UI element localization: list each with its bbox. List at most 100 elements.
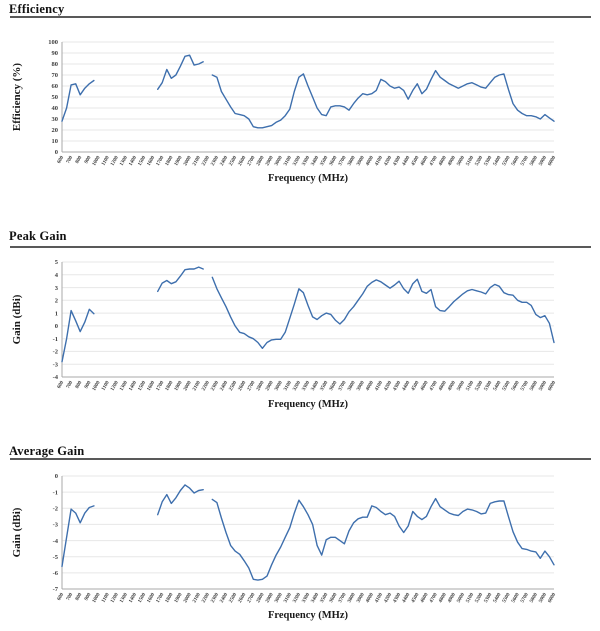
x-tick-label: 2500 [228, 380, 239, 392]
x-tick-label: 5000 [456, 592, 467, 604]
x-tick-label: 1000 [91, 380, 102, 392]
x-tick-label: 5400 [492, 380, 503, 392]
x-tick-label: 5300 [483, 155, 494, 167]
x-tick-label: 4100 [374, 380, 385, 392]
x-tick-label: 1600 [146, 592, 157, 604]
x-tick-label: 1500 [137, 592, 148, 604]
y-tick-label: 3 [55, 285, 59, 292]
x-tick-label: 800 [74, 592, 83, 602]
x-tick-label: 4700 [428, 592, 439, 604]
x-tick-label: 1200 [110, 592, 121, 604]
x-tick-label: 1500 [137, 155, 148, 167]
x-tick-label: 3200 [292, 592, 303, 604]
x-tick-label: 5300 [483, 592, 494, 604]
x-tick-label: 1400 [128, 155, 139, 167]
x-tick-label: 700 [65, 380, 74, 390]
x-tick-label: 2100 [192, 155, 203, 167]
x-tick-label: 6000 [547, 155, 558, 167]
x-axis-title: Frequency (MHz) [268, 610, 348, 621]
x-tick-label: 6000 [547, 380, 558, 392]
y-tick-label: 30 [52, 116, 59, 123]
y-tick-label: 60 [52, 83, 59, 90]
x-tick-label: 5900 [538, 155, 549, 167]
x-tick-label: 5800 [529, 380, 540, 392]
x-tick-label: 4900 [447, 592, 458, 604]
x-tick-label: 3000 [274, 155, 285, 167]
x-tick-label: 5100 [465, 155, 476, 167]
x-tick-label: 3000 [274, 592, 285, 604]
x-tick-label: 1500 [137, 380, 148, 392]
y-tick-label: -5 [53, 554, 59, 561]
y-tick-label: -1 [53, 336, 58, 343]
x-tick-label: 3200 [292, 380, 303, 392]
average-gain-chart-title: Average Gain [9, 444, 85, 458]
efficiency-line [61, 54, 555, 129]
x-tick-label: 3900 [356, 380, 367, 392]
x-tick-label: 4600 [419, 380, 430, 392]
gridlines [62, 41, 554, 153]
y-tick-label: 0 [55, 323, 58, 330]
x-tick-label: 2700 [246, 155, 257, 167]
x-tick-label: 3900 [356, 592, 367, 604]
x-tick-label: 5000 [456, 155, 467, 167]
x-tick-label: 2700 [246, 592, 257, 604]
x-tick-label: 1700 [155, 155, 166, 167]
x-tick-label: 2800 [255, 155, 266, 167]
x-tick-label: 1700 [155, 592, 166, 604]
x-tick-label: 1800 [164, 592, 175, 604]
x-tick-label: 2200 [201, 380, 212, 392]
x-tick-label: 900 [83, 592, 92, 602]
x-tick-label: 5200 [474, 380, 485, 392]
x-tick-label: 3400 [310, 592, 321, 604]
x-tick-label: 4500 [410, 155, 421, 167]
x-tick-label: 5500 [501, 380, 512, 392]
x-tick-label: 1200 [110, 380, 121, 392]
x-tick-label: 4800 [438, 380, 449, 392]
x-tick-label: 2300 [210, 380, 221, 392]
x-tick-label: 2200 [201, 592, 212, 604]
x-tick-label: 1600 [146, 380, 157, 392]
x-tick-label: 4200 [383, 592, 394, 604]
x-tick-label: 3600 [328, 155, 339, 167]
x-tick-label: 5400 [492, 592, 503, 604]
x-tick-label: 1100 [101, 592, 111, 604]
x-tick-label: 5700 [520, 592, 531, 604]
y-tick-label: 2 [55, 298, 58, 305]
x-tick-label: 4300 [392, 380, 403, 392]
x-tick-label: 4200 [383, 380, 394, 392]
x-tick-label: 1800 [164, 155, 175, 167]
x-tick-label: 3500 [319, 380, 330, 392]
x-tick-label: 1600 [146, 155, 157, 167]
y-tick-label: 50 [52, 94, 59, 101]
x-tick-label: 4500 [410, 380, 421, 392]
x-tick-label: 1000 [91, 155, 102, 167]
average-gain-line [61, 484, 555, 581]
x-tick-labels: 600 700 800 9001000110012001300140015001600… [56, 380, 557, 392]
x-tick-label: 4400 [401, 592, 412, 604]
y-tick-label: 1 [55, 310, 58, 317]
x-tick-label: 3700 [337, 592, 348, 604]
x-tick-label: 2200 [201, 155, 212, 167]
x-tick-label: 2800 [255, 592, 266, 604]
peak-gain-line [61, 266, 555, 363]
x-tick-label: 3000 [274, 380, 285, 392]
y-tick-labels: 5 4 3 2 1 0 -1 -2 -3 -4 [53, 259, 59, 381]
x-tick-label: 1200 [110, 155, 121, 167]
x-tick-label: 5800 [529, 592, 540, 604]
x-tick-label: 1300 [119, 592, 130, 604]
x-tick-label: 900 [83, 380, 92, 390]
x-tick-label: 5200 [474, 592, 485, 604]
x-tick-label: 1400 [128, 380, 139, 392]
y-axis-title: Gain (dBi) [11, 294, 23, 344]
x-tick-label: 2000 [182, 592, 193, 604]
x-tick-label: 4400 [401, 380, 412, 392]
x-tick-label: 3700 [337, 380, 348, 392]
x-tick-label: 4800 [438, 155, 449, 167]
x-tick-label: 4000 [365, 592, 376, 604]
y-tick-label: 10 [52, 138, 59, 145]
x-tick-label: 2000 [182, 380, 193, 392]
x-tick-label: 5600 [510, 592, 521, 604]
x-tick-label: 4200 [383, 155, 394, 167]
x-tick-label: 2600 [237, 155, 248, 167]
y-tick-label: 40 [52, 105, 59, 112]
